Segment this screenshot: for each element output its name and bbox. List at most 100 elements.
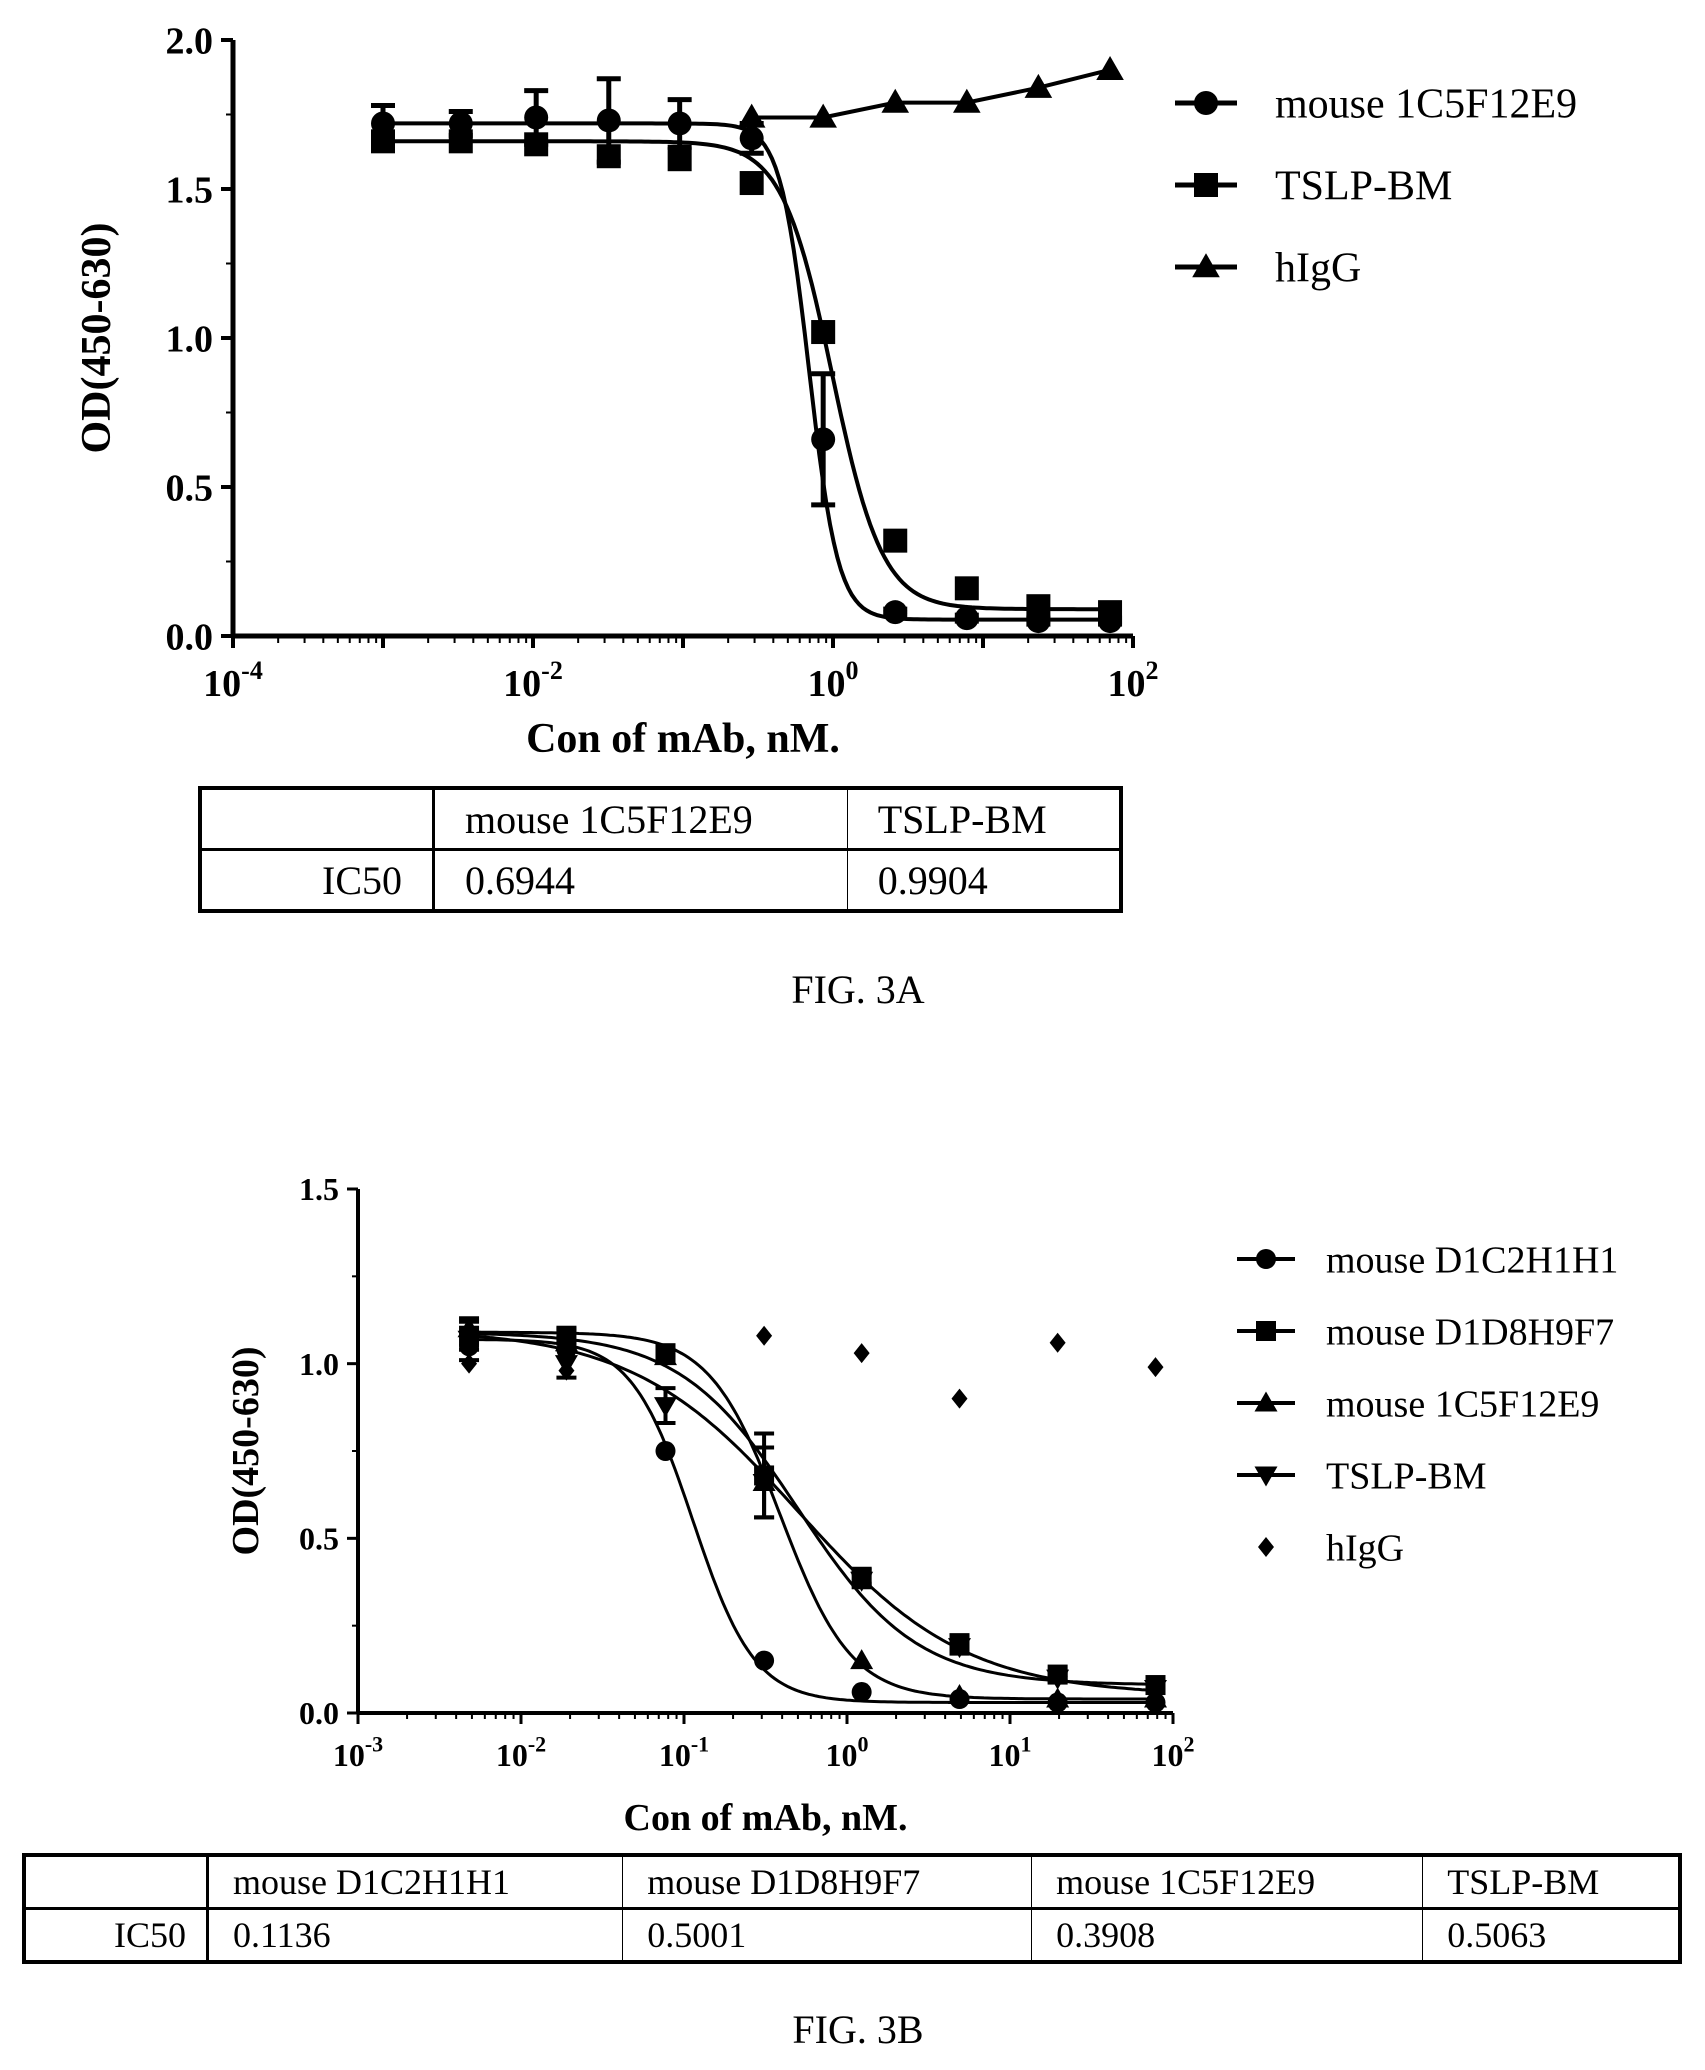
data-point xyxy=(811,427,836,452)
table-corner-cell xyxy=(199,787,435,851)
x-tick-label: 10-2 xyxy=(496,1732,546,1773)
legend-entry: TSLP-BM xyxy=(1237,1455,1486,1497)
table-header-cell: mouse 1C5F12E9 xyxy=(433,787,848,851)
x-tick-label: 101 xyxy=(989,1732,1032,1773)
table-cell: 0.6944 xyxy=(433,849,848,912)
x-tick-label: 102 xyxy=(1152,1732,1195,1773)
y-axis-label: OD(450-630) xyxy=(74,223,120,454)
table-header-cell: mouse D1D8H9F7 xyxy=(622,1854,1033,1910)
figure-caption-b: FIG. 3B xyxy=(792,2007,924,2052)
table-cell: 0.5063 xyxy=(1422,1908,1681,1963)
fit-curve xyxy=(469,1338,1156,1704)
data-point xyxy=(554,1331,578,1352)
x-axis-label: Con of mAb, nM. xyxy=(624,1797,908,1839)
data-point xyxy=(558,1360,575,1381)
data-point xyxy=(667,111,692,136)
legend-label: mouse D1D8H9F7 xyxy=(1326,1311,1614,1353)
data-point xyxy=(850,1571,874,1592)
data-point xyxy=(881,88,910,113)
data-point xyxy=(811,320,836,345)
data-point xyxy=(954,576,979,601)
table-cell: 0.3908 xyxy=(1031,1908,1424,1963)
data-point xyxy=(739,171,764,196)
table-header-cell: mouse D1C2H1H1 xyxy=(206,1854,624,1910)
legend-entry: hIgG xyxy=(1258,1527,1404,1569)
data-point xyxy=(948,1638,972,1659)
data-point xyxy=(667,147,692,172)
y-tick-label: 1.5 xyxy=(299,1171,339,1207)
data-point xyxy=(883,528,908,553)
data-point xyxy=(653,1345,677,1366)
table-row-label: IC50 xyxy=(23,1908,209,1963)
x-tick-label: 100 xyxy=(808,656,859,705)
table-header-row: mouse 1C5F12E9 TSLP-BM xyxy=(199,787,1122,851)
table-header-cell: mouse 1C5F12E9 xyxy=(1031,1854,1424,1910)
data-point xyxy=(1046,1669,1070,1690)
fit-curve xyxy=(469,1332,1156,1686)
fit-curve xyxy=(469,1330,1156,1701)
data-point xyxy=(739,126,764,151)
y-tick-label: 1.0 xyxy=(299,1346,339,1382)
data-point xyxy=(461,1353,478,1374)
table-header-cell: TSLP-BM xyxy=(1422,1854,1681,1910)
legend-marker xyxy=(1258,1537,1274,1557)
fit-curve xyxy=(468,1334,1156,1692)
x-tick-label: 100 xyxy=(826,1732,869,1773)
table-row: IC50 0.1136 0.5001 0.3908 0.5063 xyxy=(23,1908,1681,1963)
legend-label: mouse 1C5F12E9 xyxy=(1275,82,1577,128)
x-tick-label: 10-2 xyxy=(503,656,563,705)
table-cell: 0.1136 xyxy=(206,1908,624,1963)
legend-label: TSLP-BM xyxy=(1275,164,1452,210)
legend-marker xyxy=(1254,1391,1278,1412)
series-tslp-bm xyxy=(371,129,1123,625)
fit-curve xyxy=(383,139,1110,612)
table-corner-cell xyxy=(23,1854,209,1910)
data-point xyxy=(1024,73,1053,98)
series-higg xyxy=(461,1325,1164,1409)
data-point xyxy=(754,1650,775,1671)
data-point xyxy=(948,1684,972,1705)
legend-entry: mouse 1C5F12E9 xyxy=(1175,82,1577,128)
chart-b: 10-3 10-2 10-1 100 101 102 0.0 0.5 1.0 1.5 Con of … xyxy=(225,1171,1618,1839)
legend-label: hIgG xyxy=(1275,246,1361,292)
legend-entry: TSLP-BM xyxy=(1175,164,1452,210)
table-header-cell: TSLP-BM xyxy=(846,787,1122,851)
legend-marker xyxy=(1256,1321,1276,1341)
legend-marker xyxy=(1256,1249,1276,1269)
data-point xyxy=(596,108,621,133)
legend-label: mouse D1C2H1H1 xyxy=(1326,1239,1618,1281)
connect-line xyxy=(751,67,1111,120)
table-row-label: IC50 xyxy=(199,849,435,912)
x-tick-label: 10-1 xyxy=(659,1732,709,1773)
data-point xyxy=(809,103,837,128)
chart-a: 10-4 10-2 100 102 0.0 0.5 1.0 1.5 2.0 Con of mAb,… xyxy=(74,20,1577,762)
data-point xyxy=(883,600,908,625)
data-point xyxy=(655,1441,676,1461)
x-axis-label: Con of mAb, nM. xyxy=(526,716,840,762)
legend-entry: mouse D1D8H9F7 xyxy=(1237,1311,1614,1353)
data-point xyxy=(954,606,979,631)
y-tick-label: 2.0 xyxy=(166,20,214,62)
x-tick-label: 10-3 xyxy=(333,1732,383,1773)
data-point xyxy=(951,1388,968,1409)
y-axis-label: OD(450-630) xyxy=(225,1347,267,1556)
data-point xyxy=(737,103,766,128)
ic50-table-b: mouse D1C2H1H1 mouse D1D8H9F7 mouse 1C5F… xyxy=(22,1853,1682,1964)
ic50-table-a: mouse 1C5F12E9 TSLP-BM IC50 0.6944 0.990… xyxy=(198,786,1123,913)
series-tslp-bm xyxy=(457,1316,1168,1701)
data-point xyxy=(1144,1680,1168,1701)
data-point xyxy=(953,88,981,113)
legend-entry: hIgG xyxy=(1175,246,1361,292)
data-point xyxy=(524,105,549,130)
data-point xyxy=(853,1343,870,1364)
y-tick-label: 1.5 xyxy=(166,169,214,211)
data-point xyxy=(596,144,621,169)
y-tick-label: 0.5 xyxy=(299,1521,339,1557)
legend-marker xyxy=(1254,1466,1278,1487)
figure-caption-a: FIG. 3A xyxy=(791,967,925,1012)
data-point xyxy=(851,1682,872,1703)
data-point xyxy=(524,132,549,157)
y-tick-label: 0.5 xyxy=(166,467,214,509)
data-point xyxy=(756,1325,773,1346)
data-point xyxy=(1046,1687,1070,1708)
